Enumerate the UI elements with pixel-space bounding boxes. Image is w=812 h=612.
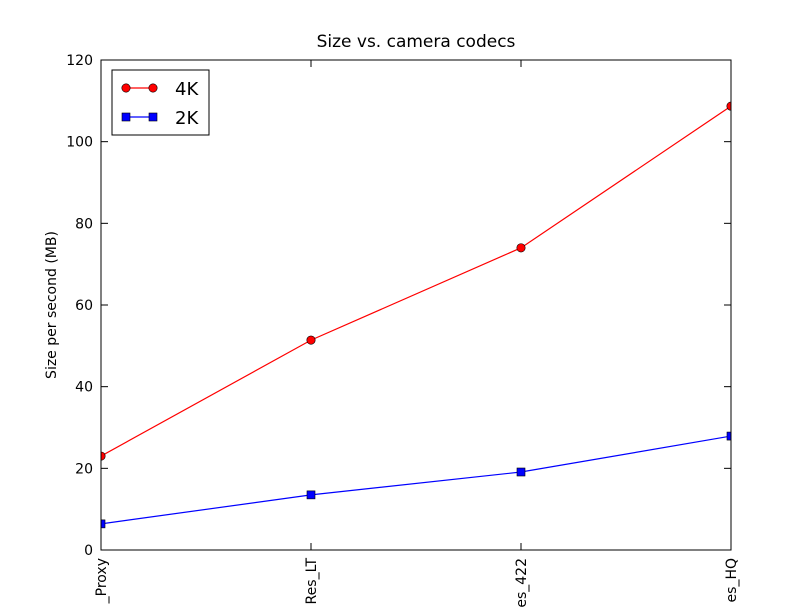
legend-frame (111, 69, 210, 136)
y-tick-label: 20 (75, 461, 93, 477)
axes-layer: 0 20 40 60 80 100 120 _Proxy Res_LT es_422 es_HQ 4K… (66, 53, 740, 608)
marker (726, 431, 731, 441)
marker (306, 335, 316, 345)
marker (306, 490, 316, 500)
marker (516, 467, 526, 477)
marker (121, 83, 131, 93)
marker (148, 83, 158, 93)
y-tick-label: 0 (84, 543, 93, 559)
series-line (101, 435, 731, 525)
chart-title: Size vs. camera codecs (317, 32, 516, 52)
y-tick-label: 80 (75, 216, 93, 232)
x-tick-label: _Proxy (94, 558, 110, 604)
y-tick-label: 60 (75, 298, 93, 314)
x-tick-label: es_HQ (724, 558, 740, 602)
legend-label: 4K (175, 79, 199, 100)
y-tick-label: 120 (66, 53, 93, 69)
plot-layer (101, 101, 731, 529)
y-tick-label: 100 (66, 135, 93, 151)
series-line (101, 105, 731, 457)
axes-frame (100, 59, 732, 551)
y-axis-label: Size per second (MB) (44, 231, 60, 379)
legend-label: 2K (175, 108, 199, 129)
x-tick-label: es_422 (514, 558, 530, 608)
marker (101, 519, 106, 529)
x-tick-label: Res_LT (304, 558, 320, 605)
marker (121, 112, 131, 122)
plot-area (101, 60, 731, 550)
y-tick-label: 40 (75, 380, 93, 396)
marker (148, 112, 158, 122)
marker (516, 243, 526, 253)
